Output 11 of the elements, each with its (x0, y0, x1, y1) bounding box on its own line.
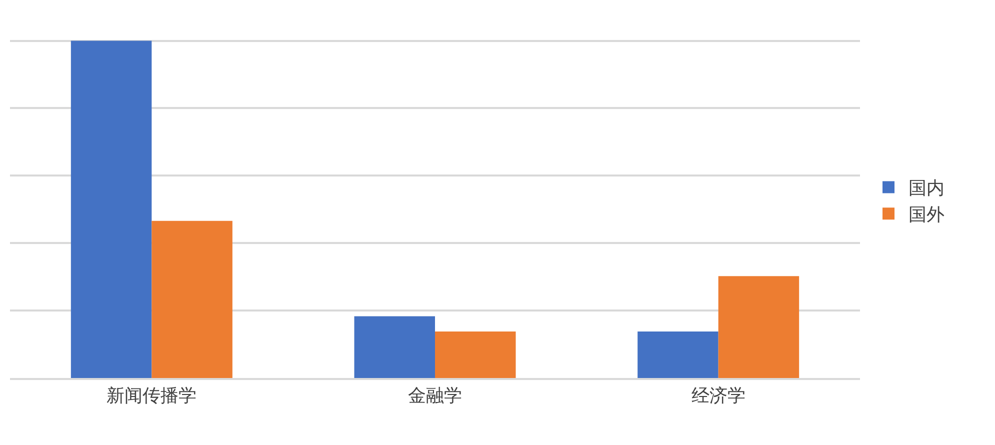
x-tick-label: 金融学 (408, 385, 462, 406)
legend-label: 国内 (908, 178, 944, 200)
bar (638, 331, 718, 378)
legend-label: 国外 (908, 204, 944, 226)
bar (354, 316, 435, 378)
bar (152, 220, 232, 378)
x-tick-label: 经济学 (691, 385, 746, 406)
bar (435, 331, 516, 378)
bar (70, 40, 152, 378)
bar (718, 276, 800, 378)
x-tick-label: 新闻传播学 (106, 385, 197, 406)
